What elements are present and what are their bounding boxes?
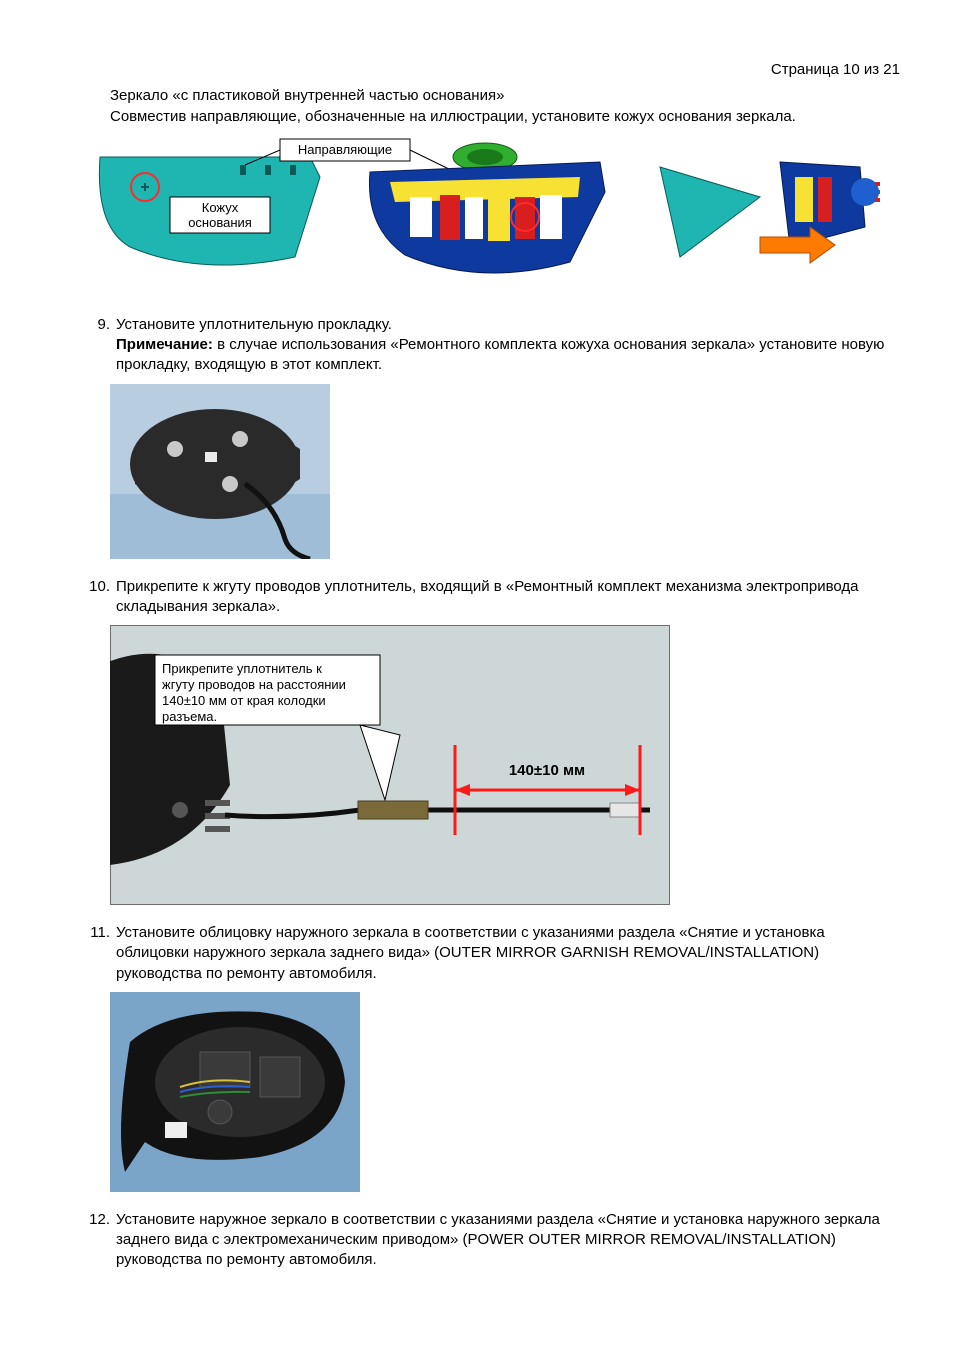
step-9: 9. Установите уплотнительную прокладку. … <box>80 315 900 376</box>
step-10-text: Прикрепите к жгуту проводов уплотнитель,… <box>116 578 859 615</box>
fig-part-left: Кожух основания <box>99 157 320 265</box>
page: Страница 10 из 21 Зеркало «с пластиковой… <box>0 0 960 1357</box>
svg-text:жгуту проводов на расстоянии: жгуту проводов на расстоянии <box>162 677 346 692</box>
fig-part-right <box>660 162 880 263</box>
svg-text:разъема.: разъема. <box>162 709 217 724</box>
step-9-body: Установите уплотнительную прокладку. При… <box>116 315 900 376</box>
svg-text:основания: основания <box>188 215 252 230</box>
step-10: 10. Прикрепите к жгуту проводов уплотнит… <box>80 577 900 618</box>
step-12: 12. Установите наружное зеркало в соотве… <box>80 1210 900 1271</box>
svg-text:Прикрепите уплотнитель к: Прикрепите уплотнитель к <box>162 661 322 676</box>
step-9-note-text: в случае использования «Ремонтного компл… <box>116 336 884 373</box>
step-12-num: 12. <box>80 1210 116 1271</box>
step-11: 11. Установите облицовку наружного зерка… <box>80 923 900 984</box>
step-11-text: Установите облицовку наружного зеркала в… <box>116 924 825 982</box>
intro-line2: Совместив направляющие, обозначенные на … <box>110 107 900 127</box>
step-12-body: Установите наружное зеркало в соответств… <box>116 1210 900 1271</box>
step-10-body: Прикрепите к жгуту проводов уплотнитель,… <box>116 577 900 618</box>
step-11-num: 11. <box>80 923 116 984</box>
step-9-note-label: Примечание: <box>116 336 213 353</box>
page-number: Страница 10 из 21 <box>60 60 900 80</box>
step-10-num: 10. <box>80 577 116 618</box>
svg-text:140±10 мм от края колодки: 140±10 мм от края колодки <box>162 693 326 708</box>
figure-step9 <box>110 384 900 559</box>
step-9-text: Установите уплотнительную прокладку. <box>116 316 392 333</box>
svg-text:Направляющие: Направляющие <box>298 142 392 157</box>
svg-text:140±10 мм: 140±10 мм <box>509 762 585 779</box>
step-12-text: Установите наружное зеркало в соответств… <box>116 1211 880 1269</box>
figure-step11 <box>110 992 900 1192</box>
figure-step10: Прикрепите уплотнитель к жгуту проводов … <box>110 625 900 905</box>
fig-part-middle <box>369 143 605 273</box>
step-9-num: 9. <box>80 315 116 376</box>
step-11-body: Установите облицовку наружного зеркала в… <box>116 923 900 984</box>
intro-block: Зеркало «с пластиковой внутренней частью… <box>110 86 900 127</box>
intro-line1: Зеркало «с пластиковой внутренней частью… <box>110 86 900 106</box>
svg-text:Кожух: Кожух <box>202 200 239 215</box>
figure-guides: Кожух основания Направляющие <box>90 137 900 297</box>
